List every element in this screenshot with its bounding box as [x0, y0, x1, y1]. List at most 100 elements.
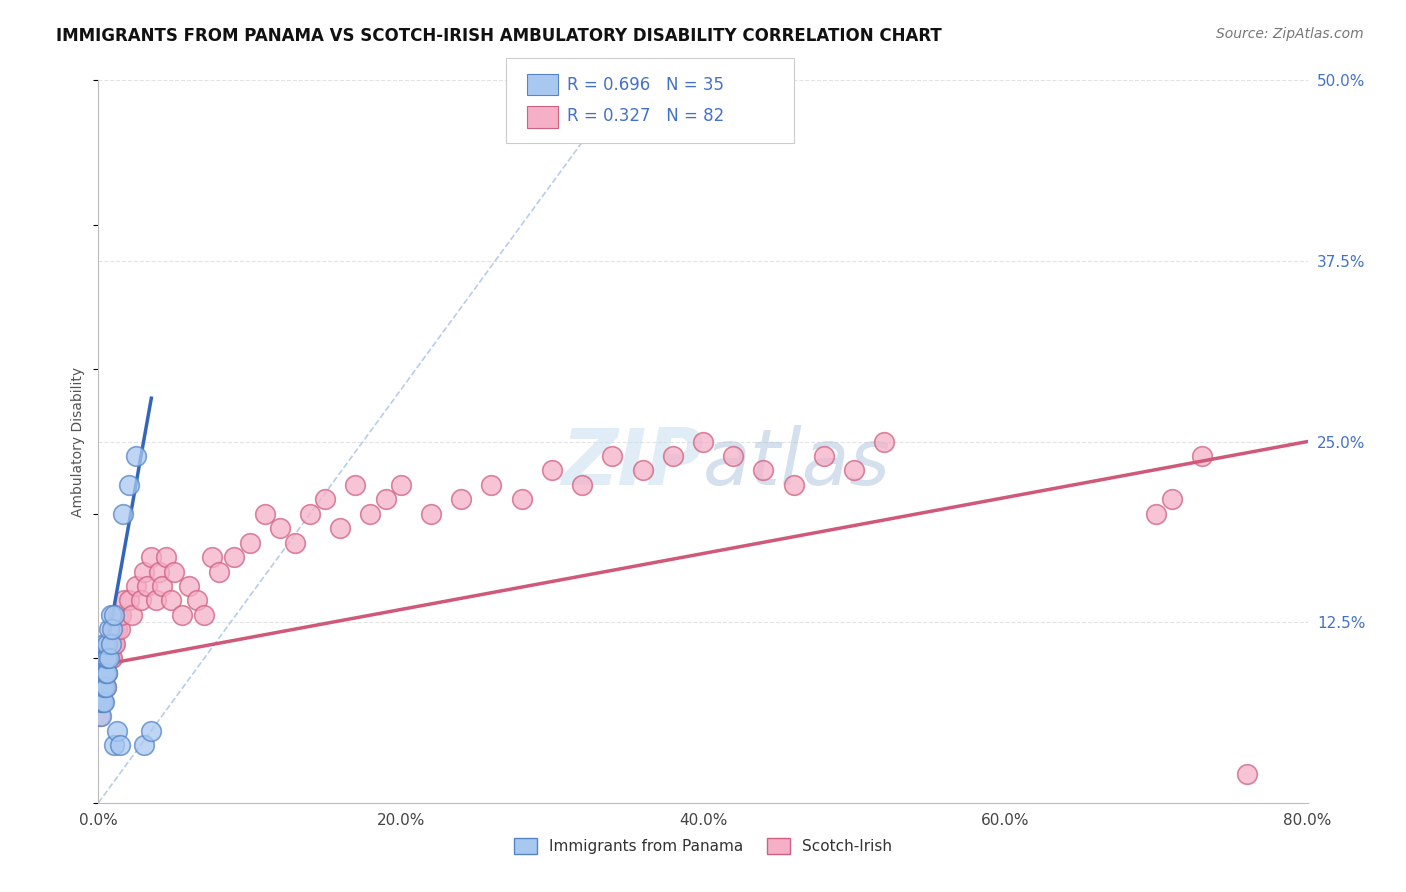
Point	[873, 434, 896, 449]
Point	[103, 637, 125, 651]
Point	[239, 535, 262, 549]
Point	[108, 623, 131, 637]
Point	[299, 507, 322, 521]
Point	[96, 665, 118, 680]
Point	[360, 507, 382, 521]
Point	[314, 492, 336, 507]
Point	[132, 565, 155, 579]
Text: atlas: atlas	[703, 425, 891, 501]
Legend: Immigrants from Panama, Scotch-Irish: Immigrants from Panama, Scotch-Irish	[508, 832, 898, 860]
Point	[420, 507, 443, 521]
Point	[1144, 507, 1167, 521]
Point	[201, 550, 224, 565]
Point	[150, 579, 173, 593]
Point	[96, 637, 118, 651]
Point	[90, 651, 112, 665]
Point	[91, 665, 114, 680]
Point	[96, 637, 118, 651]
Point	[93, 695, 115, 709]
Point	[193, 607, 215, 622]
Point	[93, 680, 115, 694]
Point	[100, 637, 122, 651]
Point	[112, 593, 135, 607]
Point	[163, 565, 186, 579]
Point	[110, 607, 132, 622]
Point	[94, 651, 117, 665]
Point	[103, 607, 125, 622]
Point	[284, 535, 307, 549]
Point	[1236, 767, 1258, 781]
Point	[89, 680, 111, 694]
Point	[145, 593, 167, 607]
Point	[103, 738, 125, 752]
Point	[96, 651, 118, 665]
Point	[121, 607, 143, 622]
Point	[98, 651, 121, 665]
Point	[91, 680, 114, 694]
Point	[692, 434, 714, 449]
Point	[100, 607, 122, 622]
Point	[631, 463, 654, 477]
Point	[91, 695, 114, 709]
Point	[105, 623, 128, 637]
Point	[481, 478, 503, 492]
Point	[89, 680, 111, 694]
Point	[93, 665, 115, 680]
Point	[93, 665, 115, 680]
Text: R = 0.327   N = 82: R = 0.327 N = 82	[567, 107, 724, 125]
Point	[186, 593, 208, 607]
Point	[813, 449, 835, 463]
Point	[93, 637, 115, 651]
Point	[1160, 492, 1182, 507]
Point	[94, 651, 117, 665]
Point	[135, 579, 157, 593]
Point	[91, 695, 114, 709]
Point	[98, 651, 121, 665]
Point	[1191, 449, 1213, 463]
Point	[107, 607, 129, 622]
Point	[752, 463, 775, 477]
Point	[661, 449, 683, 463]
Point	[101, 623, 124, 637]
Point	[104, 637, 127, 651]
Point	[253, 507, 276, 521]
Point	[90, 695, 112, 709]
Point	[389, 478, 412, 492]
Point	[93, 651, 115, 665]
Point	[129, 593, 152, 607]
Point	[125, 449, 148, 463]
Point	[91, 651, 114, 665]
Point	[148, 565, 170, 579]
Point	[141, 723, 163, 738]
Point	[96, 651, 118, 665]
Point	[100, 637, 122, 651]
Point	[94, 665, 117, 680]
Point	[90, 665, 112, 680]
Point	[208, 565, 231, 579]
Point	[155, 550, 177, 565]
Point	[141, 550, 163, 565]
Point	[93, 680, 115, 694]
Point	[89, 695, 111, 709]
Point	[132, 738, 155, 752]
Point	[571, 478, 593, 492]
Point	[844, 463, 866, 477]
Point	[602, 449, 624, 463]
Point	[108, 738, 131, 752]
Point	[90, 680, 112, 694]
Point	[224, 550, 246, 565]
Point	[100, 651, 122, 665]
Text: ZIP: ZIP	[561, 425, 703, 501]
Point	[723, 449, 745, 463]
Point	[510, 492, 533, 507]
Point	[179, 579, 201, 593]
Point	[89, 695, 111, 709]
Point	[96, 665, 118, 680]
Point	[125, 579, 148, 593]
Point	[90, 709, 112, 723]
Point	[344, 478, 367, 492]
Point	[91, 680, 114, 694]
Point	[89, 665, 111, 680]
Point	[329, 521, 352, 535]
Y-axis label: Ambulatory Disability: Ambulatory Disability	[72, 367, 86, 516]
